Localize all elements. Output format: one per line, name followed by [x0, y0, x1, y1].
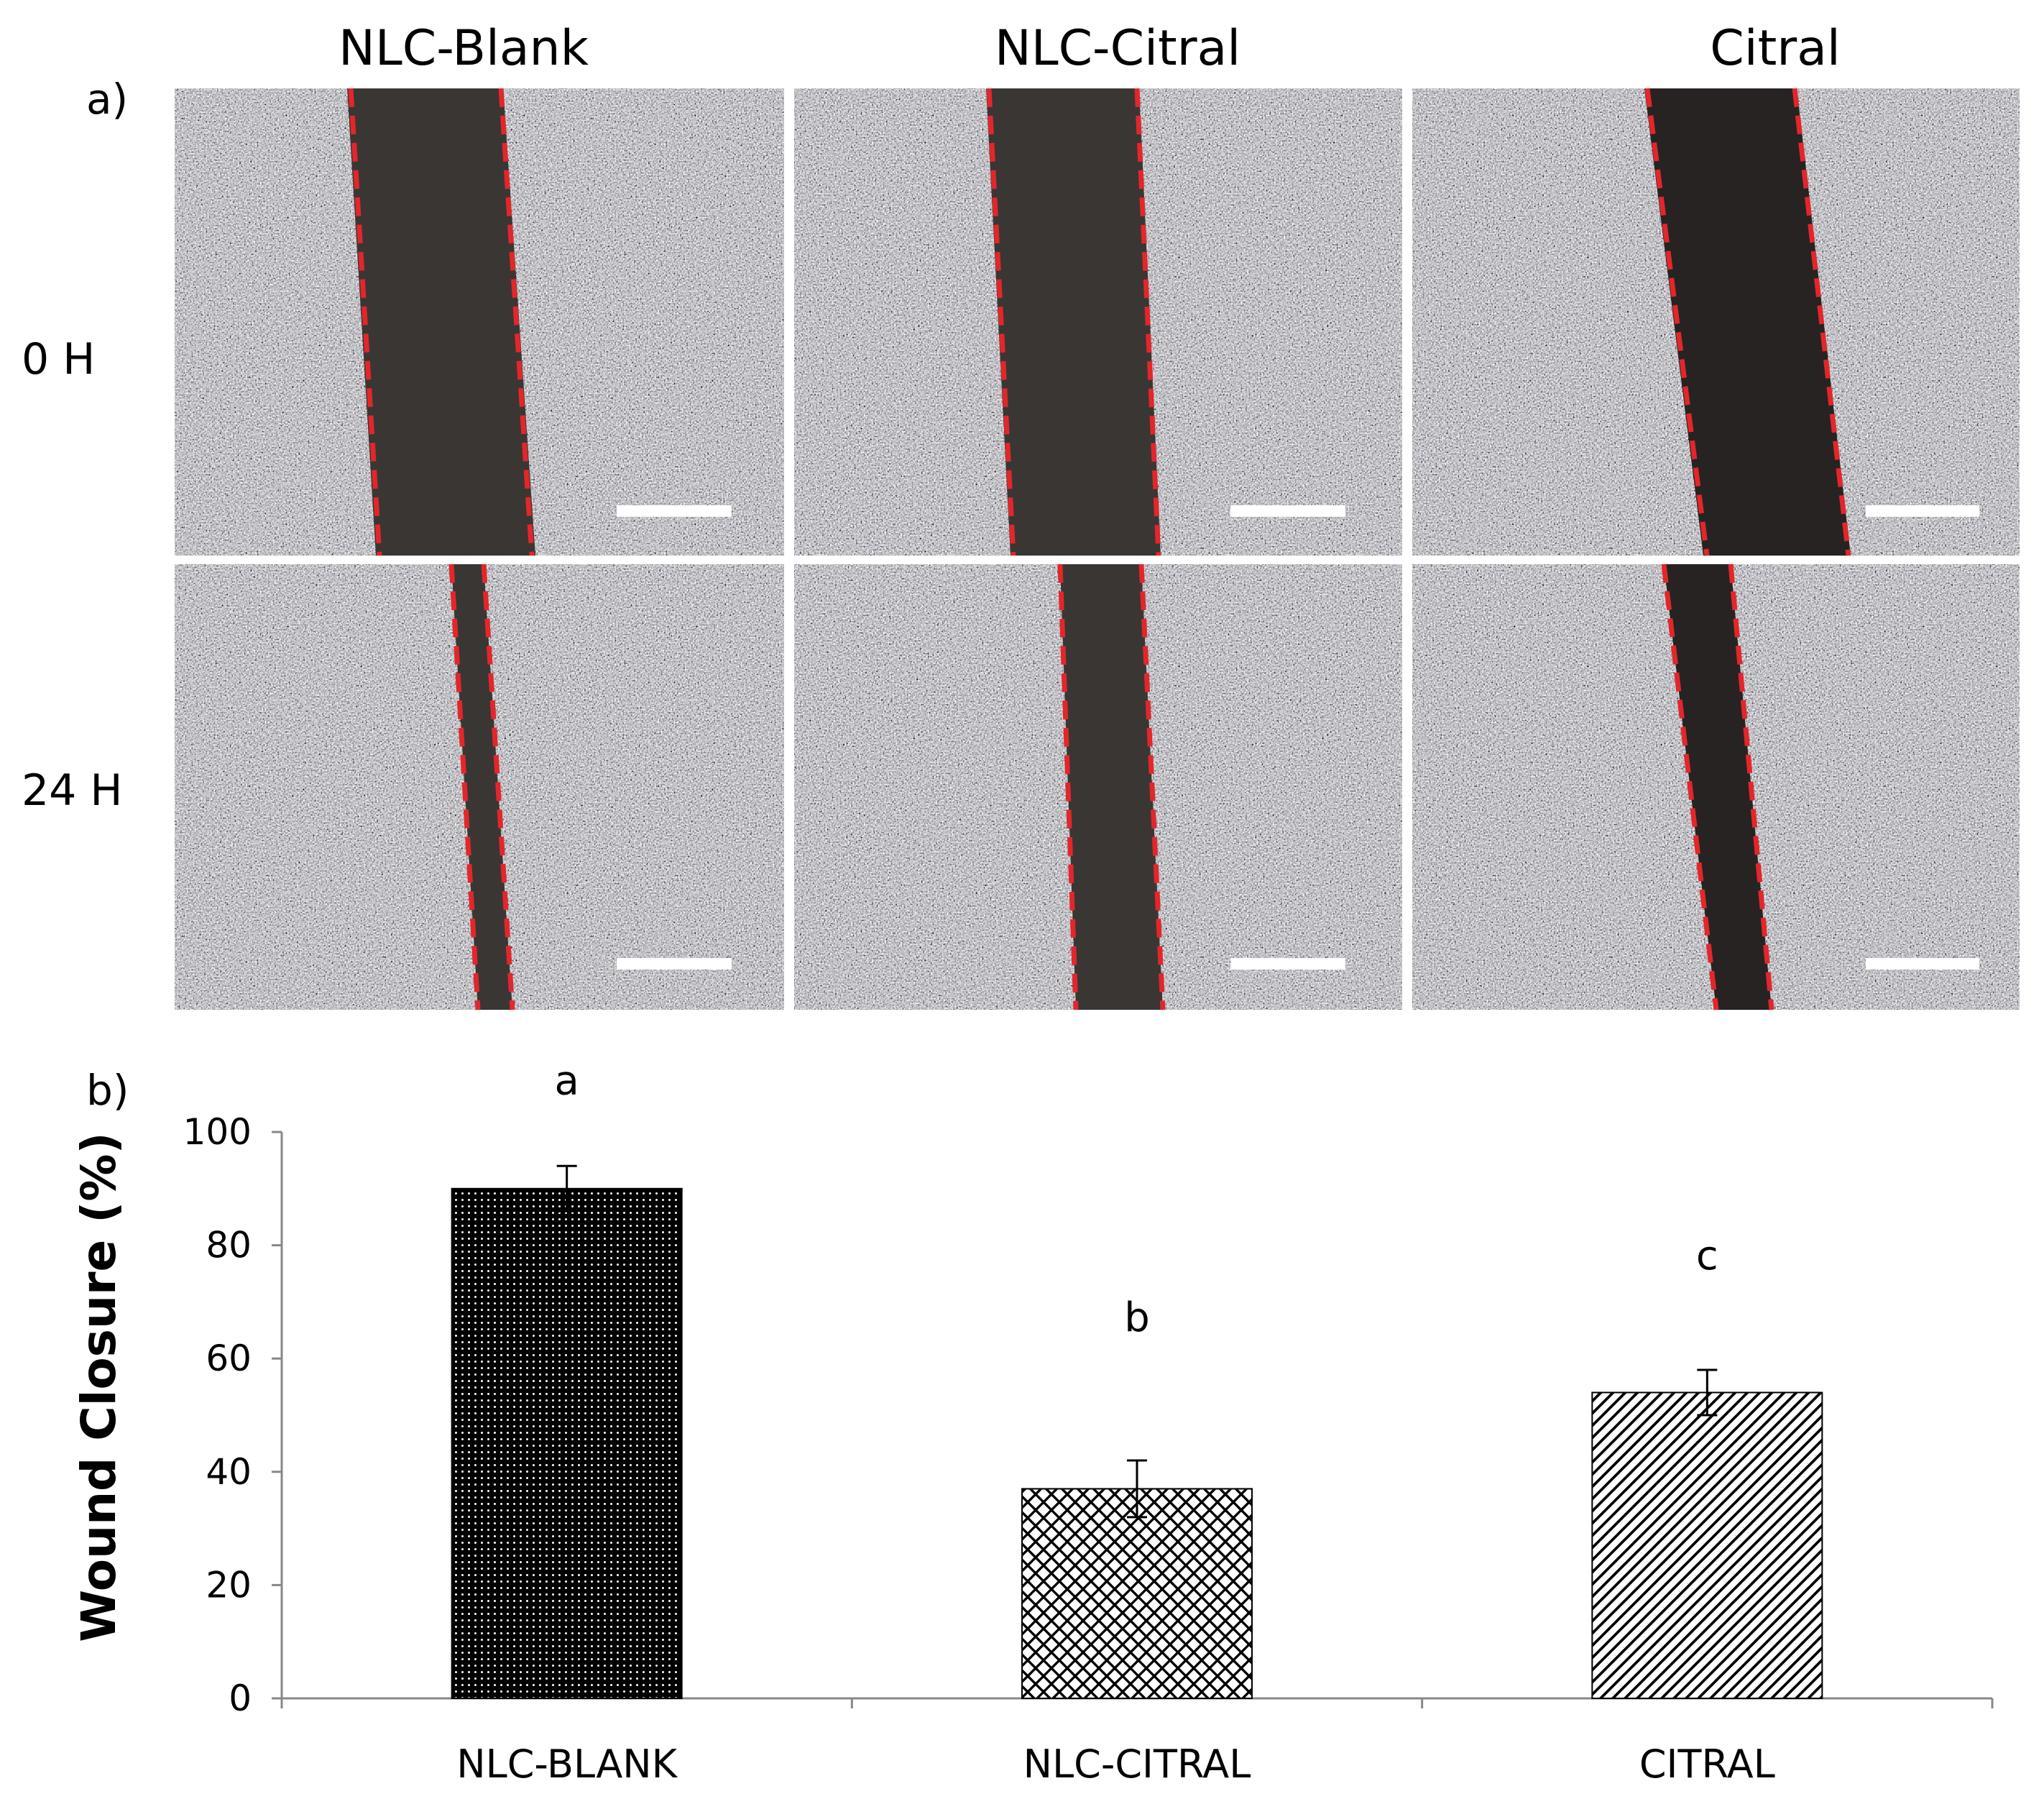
panel-a-label: a) [86, 75, 128, 124]
y-tick-label: 60 [206, 1338, 252, 1379]
row-label-24h: 24 H [22, 765, 123, 816]
bar-nlc-citral [1021, 1488, 1253, 1699]
micrograph-citral-0h [1412, 88, 2020, 556]
x-tick-label: CITRAL [1639, 1741, 1775, 1787]
bar-nlc-blank [451, 1187, 683, 1700]
micrograph-nlc-blank-0h [175, 88, 784, 556]
y-tick-label: 20 [206, 1564, 252, 1606]
column-title-citral: Citral [1710, 20, 1841, 77]
micrograph-citral-24h [1412, 563, 2020, 1011]
significance-letter: b [1124, 1294, 1150, 1341]
micrograph-nlc-blank-24h [175, 563, 784, 1011]
bar-citral [1591, 1391, 1823, 1699]
y-tick-label: 100 [183, 1111, 252, 1153]
panel-b-chart: b) Wound Closure (%) 0 20 40 60 80 100 a NLC-BL… [71, 1057, 1994, 1787]
y-axis-title: Wound Closure (%) [71, 1132, 126, 1642]
x-tick-label: NLC-CITRAL [1023, 1741, 1251, 1787]
row-label-0h: 0 H [22, 334, 95, 385]
panel-a: a) NLC-Blank NLC-Citral Citral 0 H 24 H [22, 20, 2020, 1011]
x-tick-label: NLC-BLANK [456, 1741, 678, 1787]
micrograph-nlc-citral-24h [794, 563, 1402, 1011]
column-title-nlc-blank: NLC-Blank [339, 20, 589, 77]
panel-b-label: b) [86, 1066, 129, 1115]
y-tick-label: 0 [229, 1678, 252, 1719]
y-tick-label: 80 [206, 1225, 252, 1266]
significance-letter: a [555, 1057, 579, 1104]
column-title-nlc-citral: NLC-Citral [995, 20, 1240, 77]
significance-letter: c [1696, 1233, 1718, 1279]
y-tick-label: 40 [206, 1451, 252, 1493]
micrograph-nlc-citral-0h [794, 88, 1402, 556]
